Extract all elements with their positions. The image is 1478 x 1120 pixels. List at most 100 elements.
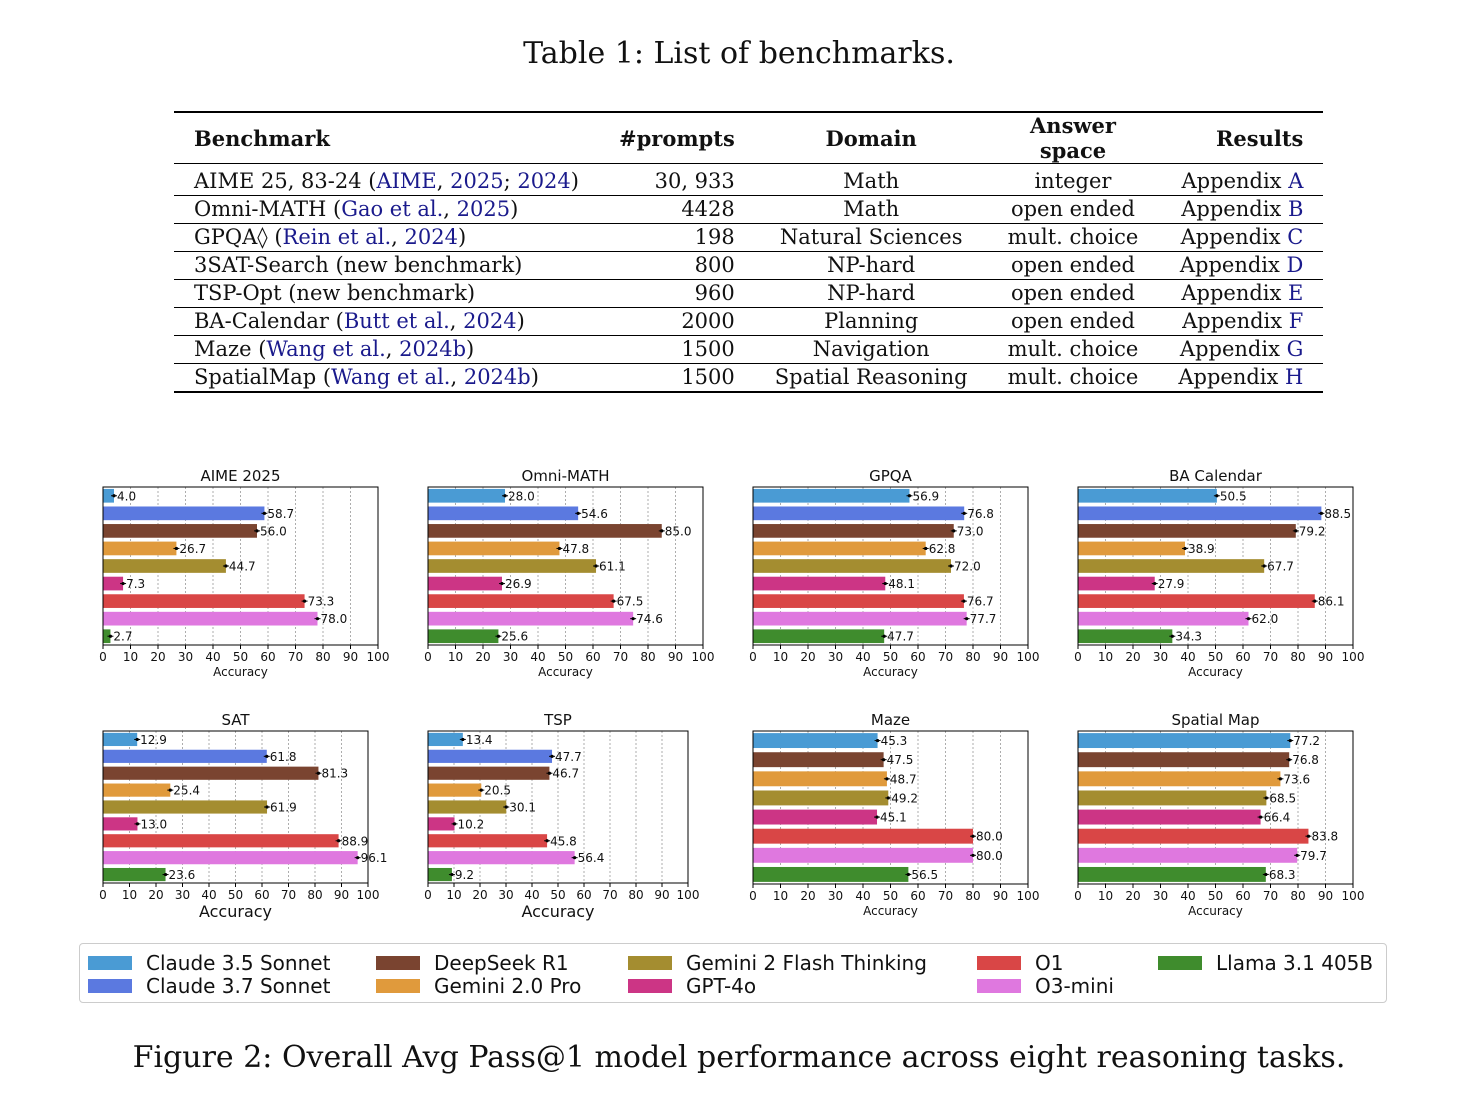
data-label: 44.7 xyxy=(229,560,256,574)
x-tick-label: 80 xyxy=(1290,650,1305,664)
citation-link[interactable]: Rein et al. xyxy=(282,225,392,249)
cell-prompts: 30, 933 xyxy=(654,169,735,193)
chart-title: SAT xyxy=(221,711,250,729)
bar xyxy=(103,749,267,763)
x-tick-label: 0 xyxy=(99,650,107,664)
header-benchmark: Benchmark xyxy=(194,125,330,151)
bar xyxy=(1078,809,1261,825)
bar xyxy=(103,611,318,626)
bar-end-dot xyxy=(594,564,598,568)
bar-end-dot xyxy=(1287,758,1291,762)
x-tick-label: 30 xyxy=(498,888,513,902)
chart-title: GPQA xyxy=(869,467,912,485)
legend-swatch xyxy=(1158,955,1202,970)
header-answer-space: Answer space xyxy=(1030,113,1116,163)
x-tick-label: 90 xyxy=(1318,889,1333,903)
legend-item: O3-mini xyxy=(977,974,1114,998)
legend-label: Gemini 2 Flash Thinking xyxy=(686,951,927,975)
citation-close: ) xyxy=(510,197,519,221)
cell-answer-space: integer xyxy=(1034,169,1112,193)
citation-link[interactable]: 2025 xyxy=(450,169,504,193)
bar xyxy=(753,790,889,806)
data-label: 56.9 xyxy=(912,489,939,503)
data-label: 61.9 xyxy=(270,801,297,815)
bar-end-dot xyxy=(336,839,341,843)
x-tick-label: 100 xyxy=(1342,650,1365,664)
bar xyxy=(103,559,226,573)
citation-close: ) xyxy=(457,225,467,249)
cell-answer-space: open ended xyxy=(1010,281,1135,305)
appendix-link[interactable]: E xyxy=(1288,281,1304,305)
data-label: 48.1 xyxy=(888,577,915,591)
appendix-link[interactable]: H xyxy=(1285,365,1304,389)
appendix-link[interactable]: B xyxy=(1287,197,1304,221)
x-tick-label: 30 xyxy=(503,650,518,664)
bar xyxy=(103,594,305,608)
chart-panel: 12.9 61.8 81.3 25.4 61.9 13.0 88.9 96.1 23.6 0 10 2… xyxy=(99,711,387,921)
citation-link[interactable]: 2024 xyxy=(463,309,517,333)
benchmark-name: Omni-MATH ( xyxy=(194,197,342,221)
bar xyxy=(428,732,463,747)
citation-separator: , xyxy=(443,197,457,221)
cell-prompts: 1500 xyxy=(681,337,735,361)
citation-link[interactable]: Butt et al. xyxy=(343,309,450,333)
cell-domain: NP-hard xyxy=(827,253,916,277)
results-prefix: Appendix xyxy=(1179,337,1287,361)
cell-results: Appendix G xyxy=(1158,336,1323,364)
bar xyxy=(753,771,887,787)
legend-item: Gemini 2.0 Pro xyxy=(376,974,581,998)
table-row: GPQA◊ (Rein et al., 2024) 198 Natural Scie… xyxy=(174,224,1324,252)
legend-item: DeepSeek R1 xyxy=(376,951,569,975)
chart-title: BA Calendar xyxy=(1169,467,1263,485)
cell-answer-space: open ended xyxy=(1010,253,1135,277)
x-tick-label: 90 xyxy=(668,650,683,664)
bar xyxy=(1078,524,1296,538)
citation-link[interactable]: Wang et al. xyxy=(266,337,386,361)
x-tick-label: 50 xyxy=(1208,889,1223,903)
bar-end-dot xyxy=(550,754,554,758)
bar-end-dot xyxy=(1313,599,1317,603)
bar xyxy=(103,851,358,865)
appendix-link[interactable]: C xyxy=(1287,225,1304,249)
bar-end-dot xyxy=(962,511,966,515)
benchmark-name: SpatialMap ( xyxy=(194,365,332,389)
benchmark-name: GPQA◊ ( xyxy=(194,225,283,249)
table-body: AIME 25, 83-24 (AIME, 2025; 2024) 30, 933… xyxy=(174,164,1324,392)
cell-results: Appendix A xyxy=(1158,164,1323,196)
citation-link[interactable]: Wang et al. xyxy=(331,365,451,389)
citation-link[interactable]: 2024b xyxy=(463,365,531,389)
x-tick-label: 20 xyxy=(800,650,815,664)
x-tick-label: 10 xyxy=(446,888,461,902)
cell-domain: Spatial Reasoning xyxy=(774,365,968,389)
bar xyxy=(1078,488,1217,503)
bar-end-dot xyxy=(1215,494,1219,498)
data-label: 26.9 xyxy=(505,577,532,591)
cell-answer-space: mult. choice xyxy=(1007,365,1139,389)
data-label: 9.2 xyxy=(455,868,474,882)
bar xyxy=(103,524,257,538)
chart-title: TSP xyxy=(543,711,572,729)
citation-link[interactable]: 2024 xyxy=(517,169,571,193)
x-tick-label: 20 xyxy=(472,888,487,902)
citation-link[interactable]: 2024 xyxy=(404,225,458,249)
appendix-link[interactable]: F xyxy=(1288,309,1304,333)
data-label: 67.7 xyxy=(1267,560,1294,574)
bar-end-dot xyxy=(1306,834,1311,838)
citation-link[interactable]: Gao et al. xyxy=(341,197,444,221)
appendix-link[interactable]: D xyxy=(1286,253,1304,277)
data-label: 56.5 xyxy=(911,868,938,882)
citation-link[interactable]: 2024b xyxy=(399,337,467,361)
appendix-link[interactable]: G xyxy=(1286,337,1304,361)
legend-label: Gemini 2.0 Pro xyxy=(434,974,582,998)
cell-benchmark: Omni-MATH (Gao et al., 2025) xyxy=(174,196,599,224)
bar xyxy=(1078,790,1267,806)
bar-end-dot xyxy=(135,737,139,742)
bar-end-dot xyxy=(1246,617,1251,621)
results-prefix: Appendix xyxy=(1180,225,1288,249)
table-caption: Table 1: List of benchmarks. xyxy=(523,36,955,71)
citation-link[interactable]: 2025 xyxy=(456,197,511,221)
data-label: 34.3 xyxy=(1175,630,1202,644)
citation-link[interactable]: AIME xyxy=(376,169,437,193)
x-tick-label: 30 xyxy=(1153,889,1168,903)
appendix-link[interactable]: A xyxy=(1288,169,1304,193)
